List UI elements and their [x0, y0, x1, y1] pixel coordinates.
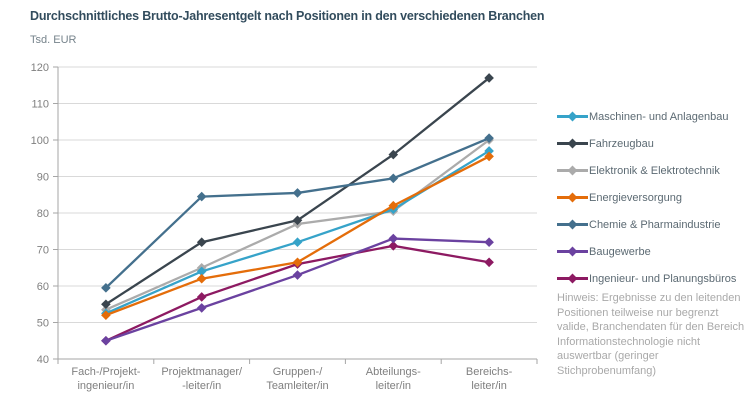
legend-line-marker-icon [557, 111, 588, 123]
series-line [105, 155, 490, 317]
x-tick-label: Bereichs-leiter/in [466, 366, 513, 392]
legend-label: Ingenieur- und Planungsbüros [589, 272, 737, 285]
chart-legend: Maschinen- und Anlagenbau Fahrzeugbau Elek… [557, 103, 736, 292]
y-tick-label: 100 [31, 135, 49, 147]
legend-line-marker-icon [557, 192, 588, 204]
data-point-marker [196, 237, 207, 248]
legend-line-marker-icon [557, 165, 588, 177]
data-point-marker [292, 270, 303, 280]
legend-label: Baugewerbe [589, 245, 651, 258]
legend-item: Chemie & Pharmaindustrie [557, 211, 736, 238]
data-point-marker [388, 233, 399, 244]
data-point-marker [196, 273, 207, 284]
data-point-marker [196, 191, 207, 202]
line-chart: 40 50 60 70 80 90 100 110 120 Fach-/Projekt-ingen… [31, 62, 538, 392]
y-tick-label: 40 [37, 354, 49, 366]
legend-item: Fahrzeugbau [557, 130, 736, 157]
y-tick-label: 90 [37, 171, 49, 183]
legend-item: Energieversorgung [557, 184, 736, 211]
legend-line-marker-icon [557, 273, 588, 285]
legend-item: Baugewerbe [557, 238, 736, 265]
data-point-marker [292, 237, 303, 248]
y-tick-label: 80 [37, 208, 49, 220]
x-tick-label: Gruppen-/Teamleiter/in [266, 366, 328, 392]
chart-note: Hinweis: Ergebnisse zu den leitenden Pos… [557, 292, 745, 377]
data-point-marker [196, 303, 207, 313]
legend-line-marker-icon [557, 246, 588, 258]
data-point-marker [101, 283, 111, 293]
legend-label: Elektronik & Elektrotechnik [589, 164, 720, 177]
data-point-marker [196, 292, 207, 302]
y-tick-label: 60 [37, 281, 49, 293]
legend-item: Elektronik & Elektrotechnik [557, 157, 736, 184]
data-point-marker [484, 257, 494, 268]
y-axis-unit-label: Tsd. EUR [30, 34, 77, 46]
data-point-marker [101, 335, 111, 346]
chart-title: Durchschnittliches Brutto-Jahresentgelt … [30, 9, 545, 23]
x-tick-label: Projektmanager/-leiter/in [161, 366, 243, 392]
y-tick-label: 70 [37, 244, 49, 256]
y-tick-label: 110 [31, 98, 49, 110]
x-tick-label: Fach-/Projekt-ingenieur/in [71, 366, 140, 392]
series-line [105, 237, 490, 342]
legend-item: Maschinen- und Anlagenbau [557, 103, 736, 130]
data-point-marker [484, 237, 494, 248]
data-point-marker [292, 188, 303, 198]
x-tick-label: Abteilungs-leiter/in [366, 366, 421, 392]
legend-label: Chemie & Pharmaindustrie [589, 218, 721, 231]
y-tick-label: 120 [31, 62, 49, 74]
legend-item: Ingenieur- und Planungsbüros [557, 265, 736, 292]
legend-label: Fahrzeugbau [589, 137, 654, 150]
legend-label: Energieversorgung [589, 191, 682, 204]
legend-line-marker-icon [557, 138, 588, 150]
data-point-marker [388, 173, 399, 184]
legend-label: Maschinen- und Anlagenbau [589, 110, 729, 123]
legend-line-marker-icon [557, 219, 588, 231]
y-tick-label: 50 [37, 317, 49, 329]
